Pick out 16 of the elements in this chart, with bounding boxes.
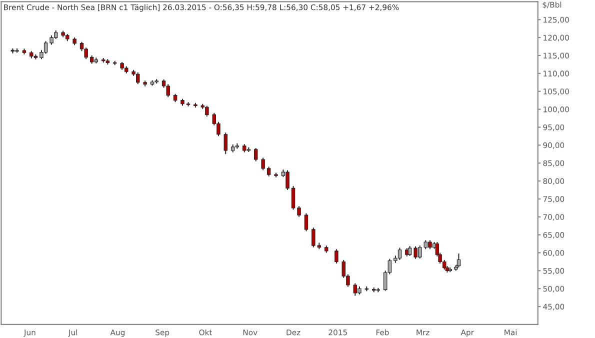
- candlestick: [286, 170, 290, 190]
- candlestick: [304, 212, 308, 232]
- candlestick: [224, 132, 228, 155]
- candlestick: [44, 40, 48, 54]
- candlestick: [408, 245, 412, 256]
- candlestick: [334, 248, 338, 264]
- candlestick: [353, 282, 358, 296]
- candlestick: [166, 84, 170, 98]
- candlestick: [266, 166, 271, 177]
- candlestick: [291, 186, 296, 210]
- candlestick: [254, 148, 258, 162]
- candlestick: [297, 206, 301, 218]
- candlestick: [456, 253, 461, 267]
- candlestick: [261, 157, 265, 171]
- candlestick: [312, 227, 316, 248]
- candlestick: [398, 247, 402, 260]
